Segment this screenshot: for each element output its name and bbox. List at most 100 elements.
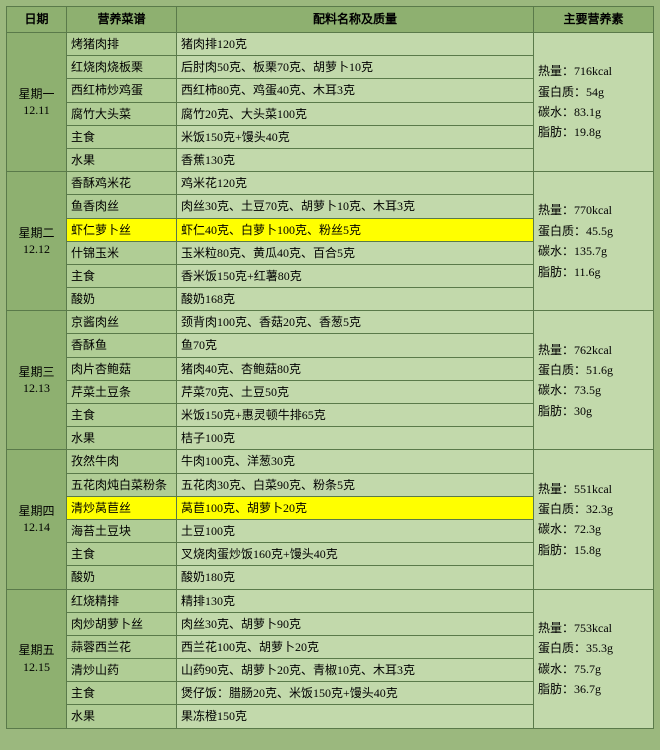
ingredients-cell: 肉丝30克、土豆70克、胡萝卜10克、木耳3克 (177, 195, 534, 218)
ingredients-cell: 山药90克、胡萝卜20克、青椒10克、木耳3克 (177, 659, 534, 682)
ingredients-cell: 西红柿80克、鸡蛋40克、木耳3克 (177, 79, 534, 102)
table-row: 星期三12.13京酱肉丝颈背肉100克、香菇20克、香葱5克热量：762kcal… (7, 311, 654, 334)
ingredients-cell: 猪肉排120克 (177, 33, 534, 56)
ingredients-cell: 酸奶168克 (177, 288, 534, 311)
menu-cell: 主食 (67, 543, 177, 566)
header-date: 日期 (7, 7, 67, 33)
nutrition-line: 脂肪：36.7g (538, 679, 649, 699)
ingredients-cell: 果冻橙150克 (177, 705, 534, 728)
day-name: 星期三 (11, 364, 62, 380)
menu-cell: 芹菜土豆条 (67, 380, 177, 403)
table-row: 星期四12.14孜然牛肉牛肉100克、洋葱30克热量：551kcal蛋白质：32… (7, 450, 654, 473)
nutrition-line: 脂肪：30g (538, 401, 649, 421)
nutrition-line: 脂肪：19.8g (538, 122, 649, 142)
ingredients-cell: 牛肉100克、洋葱30克 (177, 450, 534, 473)
menu-cell: 海苔土豆块 (67, 519, 177, 542)
menu-cell: 酸奶 (67, 566, 177, 589)
date-cell: 星期四12.14 (7, 450, 67, 589)
nutrition-line: 蛋白质：35.3g (538, 638, 649, 658)
nutrition-cell: 热量：762kcal蛋白质：51.6g碳水：73.5g脂肪：30g (534, 311, 654, 450)
menu-cell: 主食 (67, 682, 177, 705)
day-name: 星期五 (11, 642, 62, 658)
date-cell: 星期五12.15 (7, 589, 67, 728)
ingredients-cell: 肉丝30克、胡萝卜90克 (177, 612, 534, 635)
menu-cell: 蒜蓉西兰花 (67, 635, 177, 658)
menu-cell: 香酥鸡米花 (67, 172, 177, 195)
ingredients-cell: 颈背肉100克、香菇20克、香葱5克 (177, 311, 534, 334)
ingredients-cell: 猪肉40克、杏鲍菇80克 (177, 357, 534, 380)
menu-cell: 肉炒胡萝卜丝 (67, 612, 177, 635)
menu-cell: 五花肉炖白菜粉条 (67, 473, 177, 496)
ingredients-cell: 米饭150克+馒头40克 (177, 125, 534, 148)
ingredients-cell: 桔子100克 (177, 427, 534, 450)
menu-cell: 水果 (67, 705, 177, 728)
nutrition-line: 热量：753kcal (538, 618, 649, 638)
menu-cell: 红烧精排 (67, 589, 177, 612)
ingredients-cell: 酸奶180克 (177, 566, 534, 589)
table-row: 星期五12.15红烧精排精排130克热量：753kcal蛋白质：35.3g碳水：… (7, 589, 654, 612)
menu-cell: 主食 (67, 264, 177, 287)
ingredients-cell: 芹菜70克、土豆50克 (177, 380, 534, 403)
ingredients-cell: 五花肉30克、白菜90克、粉条5克 (177, 473, 534, 496)
day-date: 12.13 (11, 380, 62, 396)
menu-cell: 孜然牛肉 (67, 450, 177, 473)
menu-cell: 虾仁萝卜丝 (67, 218, 177, 241)
nutrition-line: 热量：770kcal (538, 200, 649, 220)
nutrition-line: 蛋白质：54g (538, 82, 649, 102)
menu-cell: 主食 (67, 404, 177, 427)
menu-cell: 水果 (67, 148, 177, 171)
nutrition-line: 碳水：83.1g (538, 102, 649, 122)
nutrition-line: 蛋白质：51.6g (538, 360, 649, 380)
ingredients-cell: 香米饭150克+红薯80克 (177, 264, 534, 287)
ingredients-cell: 西兰花100克、胡萝卜20克 (177, 635, 534, 658)
menu-cell: 肉片杏鲍菇 (67, 357, 177, 380)
menu-cell: 什锦玉米 (67, 241, 177, 264)
menu-cell: 西红柿炒鸡蛋 (67, 79, 177, 102)
header-nutrition: 主要营养素 (534, 7, 654, 33)
menu-cell: 香酥鱼 (67, 334, 177, 357)
nutrition-line: 脂肪：11.6g (538, 262, 649, 282)
day-date: 12.11 (11, 102, 62, 118)
nutrition-line: 热量：551kcal (538, 479, 649, 499)
nutrition-line: 蛋白质：45.5g (538, 221, 649, 241)
day-name: 星期四 (11, 503, 62, 519)
nutrition-cell: 热量：716kcal蛋白质：54g碳水：83.1g脂肪：19.8g (534, 33, 654, 172)
nutrition-line: 碳水：135.7g (538, 241, 649, 261)
table-row: 星期二12.12香酥鸡米花鸡米花120克热量：770kcal蛋白质：45.5g碳… (7, 172, 654, 195)
nutrition-line: 碳水：75.7g (538, 659, 649, 679)
menu-cell: 红烧肉烧板栗 (67, 56, 177, 79)
date-cell: 星期二12.12 (7, 172, 67, 311)
header-row: 日期 营养菜谱 配料名称及质量 主要营养素 (7, 7, 654, 33)
ingredients-cell: 鸡米花120克 (177, 172, 534, 195)
nutrition-cell: 热量：551kcal蛋白质：32.3g碳水：72.3g脂肪：15.8g (534, 450, 654, 589)
header-menu: 营养菜谱 (67, 7, 177, 33)
day-date: 12.14 (11, 519, 62, 535)
nutrition-line: 脂肪：15.8g (538, 540, 649, 560)
nutrition-line: 热量：716kcal (538, 61, 649, 81)
day-date: 12.15 (11, 659, 62, 675)
menu-cell: 水果 (67, 427, 177, 450)
ingredients-cell: 香蕉130克 (177, 148, 534, 171)
ingredients-cell: 精排130克 (177, 589, 534, 612)
date-cell: 星期三12.13 (7, 311, 67, 450)
menu-cell: 腐竹大头菜 (67, 102, 177, 125)
nutrition-line: 碳水：73.5g (538, 380, 649, 400)
menu-cell: 烤猪肉排 (67, 33, 177, 56)
day-name: 星期一 (11, 86, 62, 102)
menu-cell: 清炒莴苣丝 (67, 496, 177, 519)
menu-cell: 鱼香肉丝 (67, 195, 177, 218)
ingredients-cell: 叉烧肉蛋炒饭160克+馒头40克 (177, 543, 534, 566)
menu-cell: 酸奶 (67, 288, 177, 311)
header-ingredients: 配料名称及质量 (177, 7, 534, 33)
nutrition-line: 蛋白质：32.3g (538, 499, 649, 519)
ingredients-cell: 腐竹20克、大头菜100克 (177, 102, 534, 125)
menu-cell: 清炒山药 (67, 659, 177, 682)
nutrition-line: 热量：762kcal (538, 340, 649, 360)
nutrition-line: 碳水：72.3g (538, 519, 649, 539)
ingredients-cell: 土豆100克 (177, 519, 534, 542)
day-name: 星期二 (11, 225, 62, 241)
nutrition-cell: 热量：753kcal蛋白质：35.3g碳水：75.7g脂肪：36.7g (534, 589, 654, 728)
ingredients-cell: 煲仔饭：腊肠20克、米饭150克+馒头40克 (177, 682, 534, 705)
menu-cell: 主食 (67, 125, 177, 148)
ingredients-cell: 莴苣100克、胡萝卜20克 (177, 496, 534, 519)
